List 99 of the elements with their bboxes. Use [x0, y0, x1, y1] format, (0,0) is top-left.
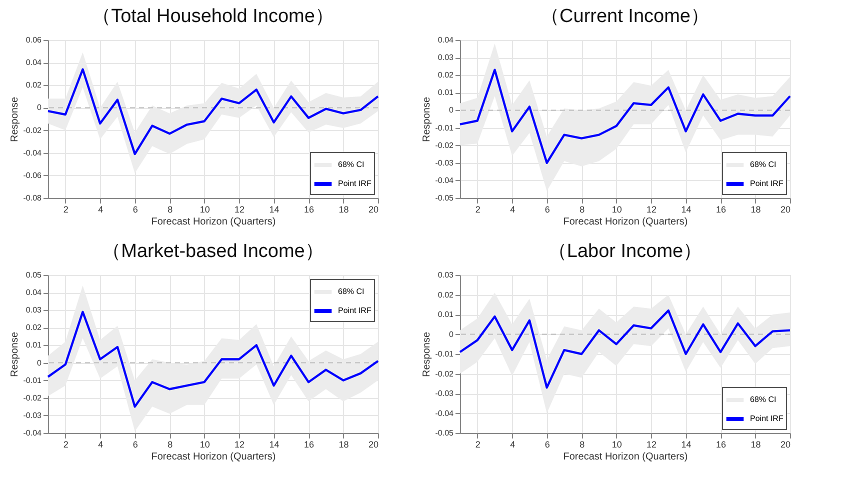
chart-title: （Labor Income） [548, 241, 702, 262]
x-tick-label: 18 [750, 440, 761, 450]
x-tick-label: 2 [475, 204, 480, 214]
y-tick-label: 0.06 [26, 36, 42, 44]
y-tick-label: -0.01 [23, 376, 42, 385]
x-tick-label: 14 [681, 204, 692, 214]
annotation: 68% CI [750, 160, 776, 169]
y-tick-label: 0 [37, 358, 42, 368]
x-tick-label: 8 [168, 440, 173, 450]
x-tick-label: 18 [338, 204, 349, 214]
x-tick-label: 6 [132, 440, 138, 450]
chart-title: （Market-based Income） [102, 241, 324, 262]
y-axis-title: Response [421, 96, 432, 142]
y-tick-label: -0.03 [23, 410, 42, 420]
y-tick-label: -0.08 [23, 194, 42, 202]
y-tick-label: 0.03 [438, 270, 454, 280]
y-tick-label: 0.03 [26, 306, 42, 315]
y-axis-title: Response [421, 332, 432, 378]
legend-label: Point IRF [338, 179, 372, 188]
legend-label: Point IRF [750, 179, 784, 188]
x-axis-title: Forecast Horizon (Quarters) [563, 452, 688, 462]
x-axis-title: Forecast Horizon (Quarters) [563, 216, 688, 228]
x-tick-label: 8 [580, 440, 585, 450]
x-tick-label: 4 [510, 440, 516, 450]
y-tick-label: -0.02 [435, 140, 454, 150]
x-tick-label: 10 [612, 204, 622, 214]
x-tick-label: 10 [612, 440, 622, 450]
x-tick-label: 12 [646, 204, 657, 214]
y-tick-label: -0.02 [23, 393, 42, 402]
y-tick-label: -0.05 [435, 428, 454, 438]
x-axis-title: Forecast Horizon (Quarters) [151, 452, 276, 462]
y-tick-label: 0.05 [26, 270, 42, 280]
x-axis-title: Forecast Horizon (Quarters) [151, 216, 276, 228]
x-tick-label: 8 [580, 204, 585, 214]
x-tick-label: 16 [304, 440, 314, 450]
chart-title: （Current Income） [540, 6, 710, 27]
x-tick-label: 2 [63, 204, 68, 214]
x-tick-label: 20 [780, 440, 790, 450]
y-tick-label: -0.04 [23, 428, 42, 438]
y-tick-label: -0.02 [435, 369, 454, 378]
y-tick-label: 0.01 [438, 88, 454, 98]
y-tick-label: -0.04 [435, 176, 454, 185]
x-tick-label: 14 [269, 440, 280, 450]
x-tick-label: 6 [544, 440, 550, 450]
y-tick-label: -0.02 [23, 126, 42, 135]
x-tick-label: 8 [168, 204, 173, 214]
x-tick-label: 10 [200, 204, 210, 214]
y-tick-label: 0 [449, 106, 454, 115]
y-tick-label: -0.01 [435, 123, 454, 132]
y-tick-label: -0.03 [435, 158, 454, 168]
y-tick-label: 0.02 [438, 70, 454, 80]
x-tick-label: 14 [681, 440, 692, 450]
x-tick-label: 16 [304, 204, 314, 214]
y-tick-label: -0.04 [23, 148, 42, 158]
x-tick-label: 14 [269, 204, 280, 214]
y-tick-label: 0.01 [438, 310, 454, 319]
x-tick-label: 2 [475, 440, 480, 450]
y-tick-label: 0.02 [438, 290, 454, 300]
legend-label: Point IRF [338, 306, 372, 315]
x-tick-label: 20 [368, 204, 378, 214]
y-tick-label: -0.04 [435, 408, 454, 418]
line-series [458, 309, 792, 389]
y-tick-label: -0.03 [435, 389, 454, 398]
y-tick-label: 0.04 [438, 36, 454, 44]
y-tick-label: -0.01 [435, 350, 454, 358]
y-axis-title: Response [9, 332, 20, 378]
x-tick-label: 6 [132, 204, 138, 214]
y-axis-title: Response [9, 96, 20, 142]
y-tick-label: 0.02 [26, 80, 42, 90]
x-tick-label: 2 [63, 440, 68, 450]
x-tick-label: 20 [780, 204, 790, 214]
x-tick-label: 16 [716, 440, 726, 450]
x-tick-label: 18 [750, 204, 761, 214]
y-tick-label: 0.02 [26, 323, 42, 332]
line-series [46, 68, 380, 156]
y-tick-label: -0.06 [23, 170, 42, 180]
x-tick-label: 18 [338, 440, 349, 450]
x-tick-label: 4 [98, 204, 104, 214]
y-tick-label: 0.01 [26, 340, 42, 350]
chart-title: （Total Household Income） [92, 6, 334, 27]
x-tick-label: 16 [716, 204, 726, 214]
y-tick-label: 0 [37, 103, 42, 112]
y-tick-label: 0.03 [438, 53, 454, 62]
y-tick-label: 0 [449, 330, 454, 339]
x-tick-label: 10 [200, 440, 210, 450]
x-tick-label: 6 [544, 204, 550, 214]
annotation: 68% CI [338, 160, 364, 169]
annotation: 68% CI [338, 287, 364, 296]
y-tick-label: -0.05 [435, 194, 454, 202]
x-tick-label: 4 [98, 440, 104, 450]
y-tick-label: 0.04 [26, 288, 42, 298]
x-tick-label: 12 [234, 440, 245, 450]
x-tick-label: 12 [646, 440, 657, 450]
x-tick-label: 12 [234, 204, 245, 214]
x-tick-label: 20 [368, 440, 378, 450]
annotation: 68% CI [750, 395, 776, 404]
y-tick-label: 0.04 [26, 58, 42, 68]
legend-label: Point IRF [750, 414, 784, 423]
x-tick-label: 4 [510, 204, 516, 214]
